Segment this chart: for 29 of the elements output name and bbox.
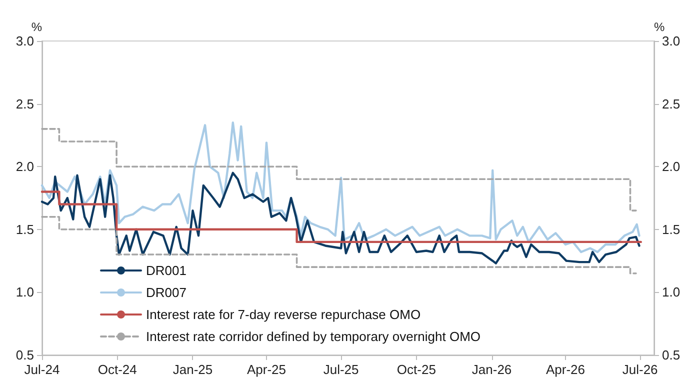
y2-tick-label: 2.0 [662,159,680,174]
legend-label: DR007 [146,285,186,300]
y-tick-label: 2.5 [16,96,34,112]
y-axis-title: % [31,20,42,34]
line-series [40,172,640,264]
x-tick-label: Oct-24 [98,362,137,377]
x-tick-label: Jan-26 [472,362,512,377]
y-tick-label: 1.0 [16,284,34,300]
legend-label: Interest rate for 7-day reverse repurchase OMO [146,307,421,322]
x-tick-label: Apr-25 [246,362,286,377]
y2-axis-title: % [654,20,665,34]
y-tick-label: 2.0 [16,159,34,174]
y-tick-label: 0.5 [16,348,34,362]
y-tick-label: 3.0 [16,34,34,48]
y2-tick-label: 0.5 [662,348,680,362]
y2-tick-label: 1.0 [662,284,680,300]
x-tick-label: Jan-25 [172,362,213,377]
x-tick-label: Jul-26 [622,362,658,377]
legend-label: DR001 [146,263,186,278]
line-series [40,122,640,254]
legend-label: Interest rate corridor defined by temporary overnight OMO [146,329,481,344]
y2-tick-label: 2.5 [662,96,680,112]
y2-tick-label: 3.0 [662,34,680,48]
x-tick-label: Oct-25 [396,362,436,377]
y2-tick-label: 1.5 [662,222,680,237]
x-tick-label: Jul-25 [323,362,359,377]
x-tick-label: Jul-24 [24,362,60,377]
y-tick-label: 1.5 [16,222,34,237]
x-tick-label: Apr-26 [546,362,586,377]
